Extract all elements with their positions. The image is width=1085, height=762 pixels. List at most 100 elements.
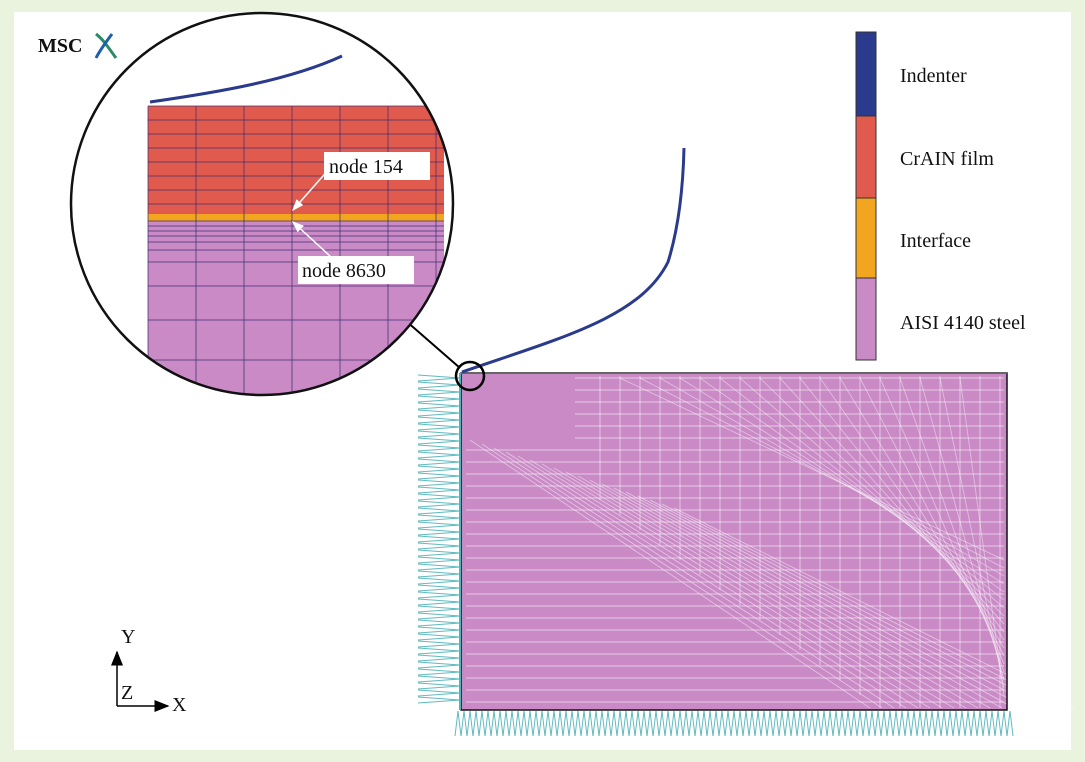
bottom-bc-mark <box>499 710 504 737</box>
bottom-bc-mark <box>913 710 918 737</box>
bottom-bc-mark <box>523 710 528 737</box>
mesh-diagonal-line <box>613 487 1015 709</box>
bottom-bc-mark <box>832 710 837 737</box>
left-bc-mark <box>417 661 461 666</box>
bottom-bc-mark <box>787 710 792 737</box>
bottom-bc-mark <box>826 710 831 737</box>
bottom-bc-mark <box>1003 710 1008 737</box>
left-bc-mark <box>417 671 461 676</box>
bottom-bc-mark <box>595 710 600 737</box>
left-bc-mark <box>417 465 461 470</box>
bottom-bc-mark <box>559 710 564 737</box>
mesh-diagonal-line <box>637 495 1039 709</box>
left-bc-mark <box>417 416 461 421</box>
bottom-bc-mark <box>754 710 759 737</box>
bottom-bc-mark <box>784 710 789 737</box>
bottom-bc-mark <box>958 710 963 737</box>
bottom-bc-mark <box>829 710 834 737</box>
bottom-bc-mark <box>706 710 711 737</box>
bottom-bc-mark <box>859 710 864 737</box>
mesh-diagonal-line <box>679 377 1005 585</box>
bottom-bc-mark <box>940 710 945 737</box>
mesh-diagonal-line <box>699 377 1005 593</box>
left-bc-mark <box>417 503 461 508</box>
bottom-bc-mark <box>979 710 984 737</box>
left-bc-mark <box>417 584 461 589</box>
left-bc-mark <box>417 650 461 655</box>
bottom-bc-mark <box>799 710 804 737</box>
left-bc-mark <box>417 545 461 550</box>
mesh-diagonal-line <box>577 475 979 709</box>
bottom-bc-mark <box>997 710 1002 737</box>
left-bc-mark <box>417 395 461 400</box>
bottom-bc-mark <box>475 710 480 737</box>
bottom-bc-mark <box>973 710 978 737</box>
material-legend: Indenter CrAIN film Interface AISI 4140 … <box>855 31 1026 361</box>
left-bc-mark <box>417 493 461 498</box>
bottom-bc-mark <box>781 710 786 737</box>
node-8630-pointer <box>291 220 331 257</box>
bottom-bc-mark <box>970 710 975 737</box>
left-bc-mark <box>417 531 461 536</box>
bottom-bc-mark <box>643 710 648 737</box>
bottom-bc-mark <box>763 710 768 737</box>
mesh-diagonal-line <box>959 377 1005 697</box>
left-bc-mark <box>417 559 461 564</box>
bottom-bc-mark <box>466 710 471 737</box>
left-bc-mark <box>417 423 461 428</box>
left-bc-mark <box>417 482 461 487</box>
bottom-bc-mark <box>775 710 780 737</box>
bottom-bc-mark <box>658 710 663 737</box>
bottom-bc-mark <box>541 710 546 737</box>
bottom-bc-mark <box>685 710 690 737</box>
bottom-bc-mark <box>838 710 843 737</box>
bottom-bc-mark <box>916 710 921 737</box>
left-bc-mark <box>417 647 461 652</box>
bottom-bc-mark <box>961 710 966 737</box>
bottom-boundary-conditions <box>454 710 1014 737</box>
bottom-bc-mark <box>661 710 666 737</box>
bottom-bc-mark <box>577 710 582 737</box>
left-bc-mark <box>417 608 461 613</box>
left-bc-mark <box>417 587 461 592</box>
bottom-bc-mark <box>478 710 483 737</box>
z-axis-label: Z <box>121 682 133 704</box>
mesh-diagonal-line <box>589 479 991 709</box>
bottom-bc-mark <box>460 710 465 737</box>
left-bc-mark <box>417 580 461 585</box>
substrate-block <box>460 372 1075 711</box>
bottom-bc-mark <box>922 710 927 737</box>
bottom-bc-mark <box>886 710 891 737</box>
bottom-bc-mark <box>871 710 876 737</box>
inset-interface-layer <box>148 214 444 221</box>
left-bc-mark <box>417 689 461 694</box>
bottom-bc-mark <box>733 710 738 737</box>
bottom-bc-mark <box>490 710 495 737</box>
bottom-bc-mark <box>628 710 633 737</box>
left-bc-mark <box>417 479 461 484</box>
left-bc-mark <box>417 528 461 533</box>
bottom-bc-mark <box>709 710 714 737</box>
mesh-diagonal-line <box>719 377 1005 601</box>
bottom-bc-mark <box>946 710 951 737</box>
bottom-bc-mark <box>532 710 537 737</box>
bottom-bc-mark <box>715 710 720 737</box>
bottom-bc-mark <box>964 710 969 737</box>
bottom-bc-mark <box>955 710 960 737</box>
left-bc-mark <box>417 430 461 435</box>
bottom-bc-mark <box>547 710 552 737</box>
y-axis-label: Y <box>121 626 135 648</box>
bottom-bc-mark <box>796 710 801 737</box>
mesh-diagonal-line <box>779 377 1005 625</box>
mesh-diagonal-line <box>819 377 1005 641</box>
bottom-bc-mark <box>589 710 594 737</box>
legend-swatch-film <box>855 115 877 199</box>
left-bc-mark <box>417 433 461 438</box>
bottom-bc-mark <box>511 710 516 737</box>
bottom-bc-mark <box>454 710 459 737</box>
zoom-inset: node 154 node 8630 <box>69 11 455 397</box>
left-bc-mark <box>417 699 461 704</box>
node-154-label-box <box>324 152 430 180</box>
bottom-bc-mark <box>652 710 657 737</box>
